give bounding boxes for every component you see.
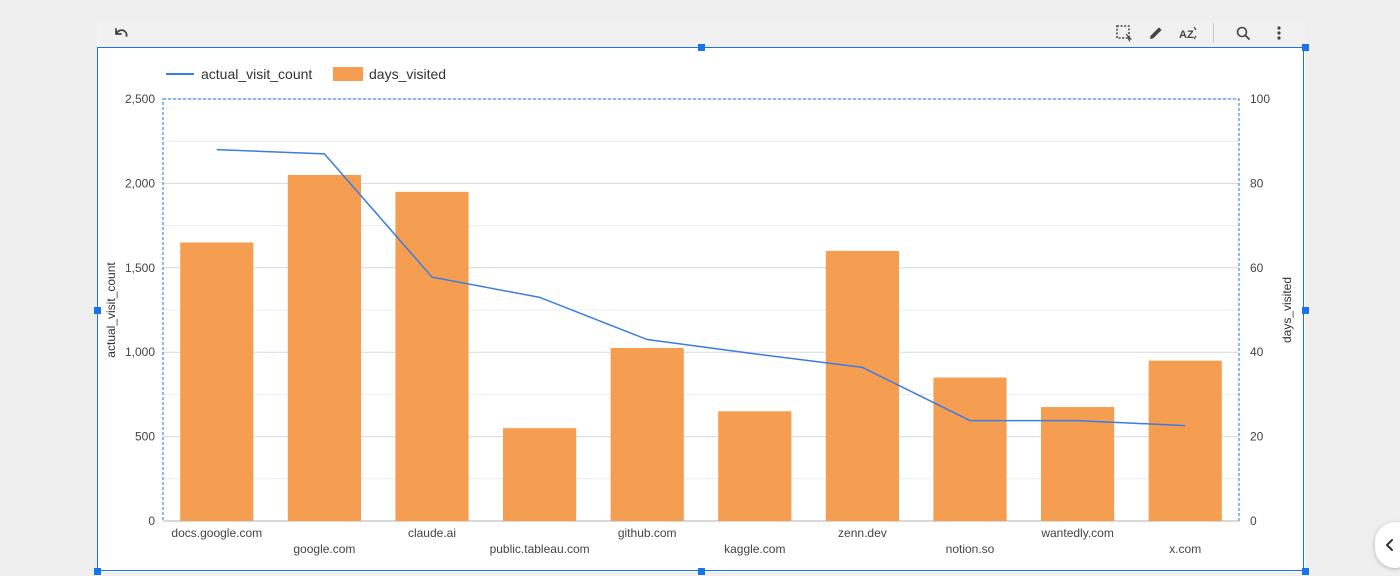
bar-days-visited <box>610 347 684 521</box>
select-region-button[interactable] <box>1113 22 1135 44</box>
chevron-left-icon <box>1386 539 1393 551</box>
x-axis-category-label: public.tableau.com <box>490 542 590 556</box>
x-axis-category-label: kaggle.com <box>724 542 785 556</box>
undo-button[interactable] <box>110 22 132 44</box>
x-axis-category-label: notion.so <box>946 542 995 556</box>
y-axis-tick-label: 2,000 <box>125 176 155 190</box>
bar-days-visited <box>395 191 469 521</box>
y-axis-tick-label: 1,500 <box>125 261 155 275</box>
resize-handle-bottom[interactable] <box>698 568 705 575</box>
sort-az-icon: AZ <box>1179 26 1197 41</box>
resize-handle-bottom-left[interactable] <box>94 568 101 575</box>
x-axis-category-label: github.com <box>618 526 677 540</box>
resize-handle-bottom-right[interactable] <box>1302 568 1309 575</box>
marquee-select-icon <box>1116 25 1133 42</box>
y2-axis-title: days_visited <box>1280 277 1294 343</box>
undo-icon <box>115 28 128 37</box>
legend-bar-swatch <box>333 67 363 81</box>
legend-label-days-visited: days_visited <box>369 66 446 82</box>
x-axis-category-label: claude.ai <box>408 526 456 540</box>
resize-handle-top[interactable] <box>698 44 705 51</box>
y-axis-tick-label: 500 <box>135 430 155 444</box>
y2-axis-tick-label: 0 <box>1250 514 1257 528</box>
svg-text:AZ: AZ <box>1179 29 1194 41</box>
bar-days-visited <box>1041 407 1115 521</box>
bar-days-visited <box>503 428 577 521</box>
resize-handle-right[interactable] <box>1302 307 1309 314</box>
edit-button[interactable] <box>1145 22 1167 44</box>
side-panel-toggle[interactable] <box>1375 522 1400 568</box>
resize-handle-top-right[interactable] <box>1302 44 1309 51</box>
y2-axis-tick-label: 60 <box>1250 261 1264 275</box>
y2-axis-tick-label: 20 <box>1250 430 1264 444</box>
x-axis-category-label: x.com <box>1169 542 1201 556</box>
bar-days-visited <box>1148 360 1222 521</box>
bar-days-visited <box>287 174 361 521</box>
x-axis-category-label: zenn.dev <box>838 526 887 540</box>
y2-axis-tick-label: 100 <box>1250 92 1270 106</box>
zoom-icon <box>1236 26 1250 40</box>
toolbar-divider <box>1213 23 1214 43</box>
bar-days-visited <box>825 250 899 522</box>
chart-toolbar: AZ <box>97 19 1305 48</box>
bar-days-visited <box>933 377 1007 521</box>
y2-axis-tick-label: 40 <box>1250 345 1264 359</box>
y-axis-tick-label: 1,000 <box>125 345 155 359</box>
line-actual-visit-count <box>216 148 1186 427</box>
y-axis-tick-label: 0 <box>148 514 155 528</box>
legend-label-actual-visit-count: actual_visit_count <box>201 66 312 82</box>
bar-days-visited <box>718 411 792 521</box>
more-options-button[interactable] <box>1268 22 1290 44</box>
y-axis-title: actual_visit_count <box>104 262 118 358</box>
x-axis-category-label: docs.google.com <box>171 526 262 540</box>
bar-days-visited <box>180 242 254 522</box>
pencil-icon <box>1150 27 1162 39</box>
sort-button[interactable]: AZ <box>1177 22 1199 44</box>
more-vert-icon <box>1277 26 1281 40</box>
zoom-button[interactable] <box>1232 22 1254 44</box>
x-axis-category-label: wantedly.com <box>1040 526 1113 540</box>
x-axis-category-label: google.com <box>293 542 355 556</box>
y2-axis-tick-label: 80 <box>1250 176 1264 190</box>
resize-handle-left[interactable] <box>94 307 101 314</box>
y-axis-tick-label: 2,500 <box>125 92 155 106</box>
